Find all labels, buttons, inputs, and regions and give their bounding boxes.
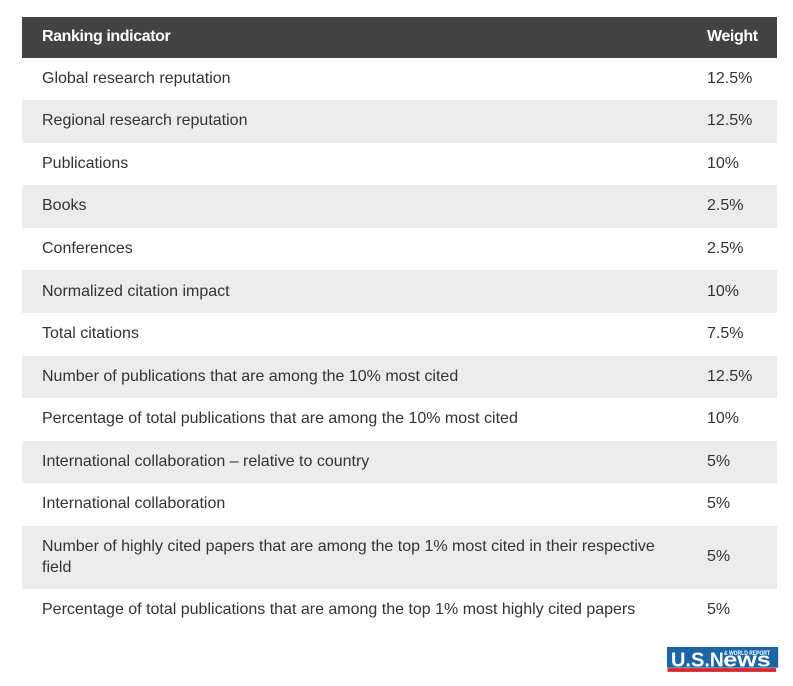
- svg-text:& WORLD REPORT: & WORLD REPORT: [724, 651, 770, 657]
- svg-text:U.S.: U.S.: [671, 648, 710, 671]
- svg-text:N: N: [710, 648, 724, 671]
- svg-text:ews: ews: [724, 648, 771, 671]
